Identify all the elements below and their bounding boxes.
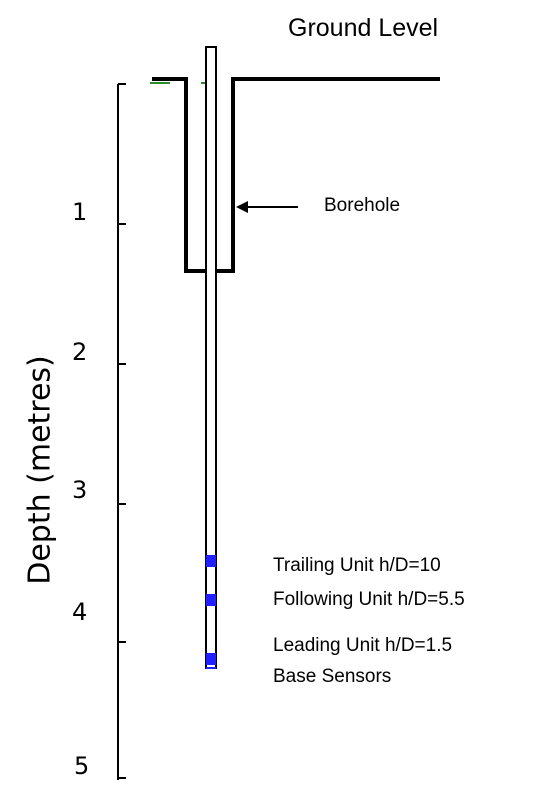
depth-tick-label-4: 4: [72, 598, 88, 626]
diagram-title: Ground Level: [288, 14, 439, 42]
depth-axis-title: Depth (metres): [22, 355, 58, 585]
probe-pipe: [205, 46, 217, 669]
sensor-label-base: Base Sensors: [273, 666, 392, 687]
sensor-trailing: [206, 555, 216, 567]
depth-tick-label-2: 2: [72, 338, 88, 366]
depth-tick-label-5: 5: [74, 752, 90, 780]
borehole-label: Borehole: [324, 195, 401, 216]
ground-borehole-outline: [152, 77, 440, 273]
sensor-label-leading: Leading Unit h/D=1.5: [273, 635, 453, 656]
borehole-arrow-head: [236, 201, 248, 213]
sensor-base: [206, 667, 216, 669]
sensor-label-following: Following Unit h/D=5.5: [273, 589, 465, 610]
sensor-following: [206, 594, 216, 606]
depth-tick-label-1: 1: [72, 198, 88, 226]
depth-tick-label-3: 3: [72, 476, 88, 504]
sensor-leading: [206, 653, 216, 665]
sensor-label-trailing: Trailing Unit h/D=10: [273, 555, 441, 576]
